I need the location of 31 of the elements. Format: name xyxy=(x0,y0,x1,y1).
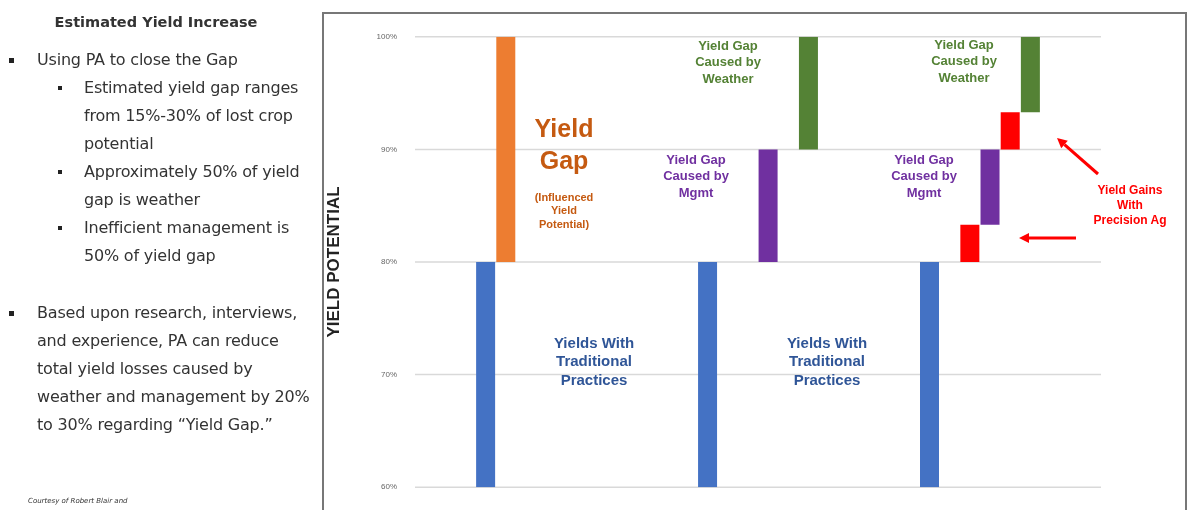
bar xyxy=(980,149,1000,225)
annotation: Yield Gap Caused by Weather xyxy=(695,38,762,86)
annotation: Yield Gap xyxy=(534,114,594,174)
bar xyxy=(920,262,939,488)
annotation: Yield Gap Caused by Weather xyxy=(931,37,998,85)
bar xyxy=(476,262,496,488)
y-axis-title: YIELD POTENTIAL xyxy=(323,186,343,338)
y-tick-label: 60% xyxy=(380,482,397,492)
text: Approximately 50% of yield gap is weather xyxy=(0,158,318,214)
bar xyxy=(698,262,718,488)
text: Inefficient management is 50% of yield gap xyxy=(0,214,318,270)
y-tick-label: 80% xyxy=(380,257,397,267)
bar xyxy=(496,36,516,262)
annotation: Yield Gains With Precision Ag xyxy=(1093,183,1167,228)
bar xyxy=(1000,112,1020,150)
bar xyxy=(798,36,818,150)
bar xyxy=(758,149,778,262)
annotation: Yield Gap Caused by Mgmt xyxy=(891,152,958,200)
text: Using PA to close the Gap xyxy=(0,46,318,74)
text: Based upon research, interviews, and experience, PA can reduce total yield losses caused by weather and management by 20% to 30% regarding “Yield Gap.” xyxy=(0,299,318,439)
y-tick-label: 70% xyxy=(380,369,397,379)
text: Estimated yield gap ranges from 15%-30% of lost crop potential xyxy=(0,74,318,158)
y-tick-label: 100% xyxy=(376,32,397,41)
annotation: Yield Gap Caused by Mgmt xyxy=(663,152,730,200)
annotation: (Influenced Yield Potential) xyxy=(534,190,594,231)
text: Estimated Yield Increase xyxy=(53,13,259,32)
annotation: Yields With Traditional Practices xyxy=(786,333,868,389)
y-tick-label: 90% xyxy=(380,144,397,154)
bar xyxy=(960,224,980,262)
annotation: Yields With Traditional Practices xyxy=(553,333,635,389)
bar xyxy=(1020,36,1040,113)
